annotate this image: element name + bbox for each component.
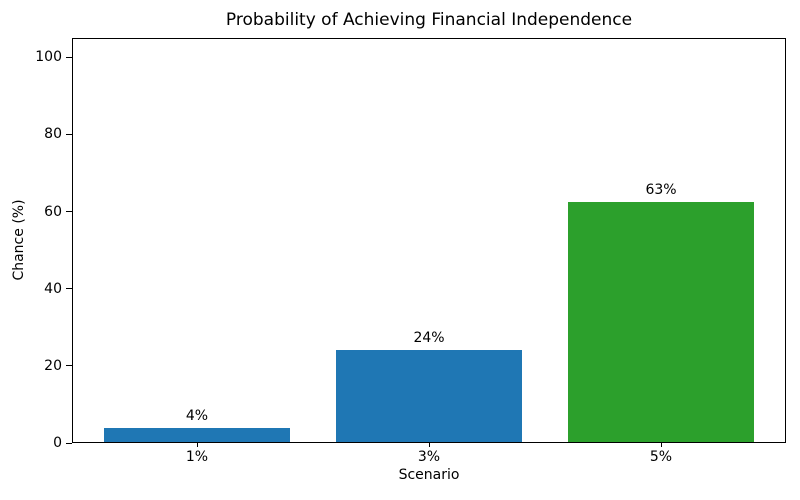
y-tick-label: 80 (44, 126, 62, 143)
x-tick-label: 3% (417, 449, 441, 465)
bar-value-label: 4% (185, 408, 209, 425)
bar (568, 201, 754, 442)
y-tick-mark (66, 442, 72, 444)
y-tick-mark (66, 56, 72, 58)
bar-value-label: 63% (645, 181, 677, 198)
chart-title: Probability of Achieving Financial Indep… (225, 10, 633, 30)
x-tick-label: 5% (649, 449, 673, 465)
y-tick-label: 0 (53, 435, 62, 451)
y-tick-mark (66, 133, 72, 135)
x-tick-mark (197, 443, 198, 447)
y-tick-label: 20 (44, 357, 62, 374)
bar (104, 428, 290, 442)
y-tick-mark (66, 288, 72, 290)
x-tick-label: 1% (185, 449, 209, 465)
bar-value-label: 24% (413, 330, 445, 347)
x-tick-mark (661, 443, 662, 447)
plot-area: 4% 24% 63% (72, 38, 786, 443)
y-tick-label: 40 (44, 280, 62, 297)
y-tick-mark (66, 211, 72, 213)
y-tick-label: 100 (35, 49, 62, 66)
x-axis-label: Scenario (398, 467, 460, 483)
x-tick-mark (429, 443, 430, 447)
bar (336, 350, 522, 442)
y-tick-mark (66, 365, 72, 367)
y-tick-label: 60 (44, 203, 62, 220)
